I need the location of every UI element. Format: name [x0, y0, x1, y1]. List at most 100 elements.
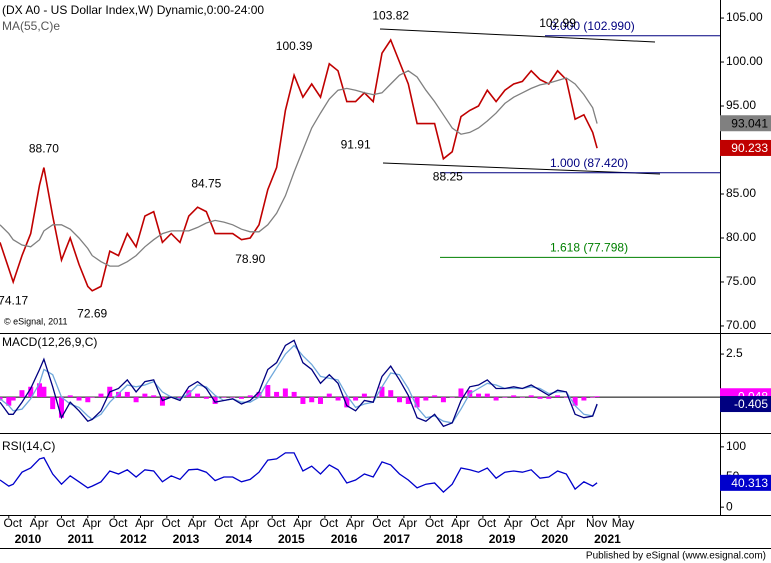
histogram-bar [414, 397, 420, 408]
histogram-bar [159, 397, 165, 406]
trend-line [382, 162, 661, 175]
series-line [0, 339, 598, 428]
x-tick-label: Apr [293, 516, 312, 530]
histogram-bar [519, 397, 525, 398]
histogram-bar [344, 397, 350, 408]
year-label: 2015 [278, 532, 305, 546]
histogram-bar [397, 397, 403, 403]
histogram-bar [555, 395, 561, 398]
x-tick-label: Nov [586, 516, 607, 530]
series-line [0, 344, 598, 424]
price-annotation: 88.25 [433, 170, 463, 184]
histogram-bar [0, 397, 3, 401]
last-value-label: 40.313 [731, 476, 768, 490]
x-tick-label: Apr [557, 516, 576, 530]
panels [0, 0, 771, 549]
histogram-bar [335, 397, 341, 401]
histogram-bar [537, 397, 543, 399]
year-label: 2019 [489, 532, 516, 546]
histogram-bar [484, 393, 490, 398]
x-tick-label: Apr [399, 516, 418, 530]
histogram-bar [326, 393, 332, 398]
histogram-bar [6, 397, 12, 406]
chart-title: (DX A0 - US Dollar Index,W) Dynamic,0:00… [2, 3, 264, 17]
y-tick-label: 0 [726, 499, 733, 513]
x-tick-label: Oct [214, 516, 233, 530]
last-value-label: 90.233 [731, 141, 768, 155]
histogram-bar [291, 391, 297, 398]
ma-legend: MA(55,C)e [2, 19, 60, 33]
x-tick-label: Oct [267, 516, 286, 530]
histogram-bar [89, 397, 95, 398]
x-tick-label: Oct [3, 516, 22, 530]
x-tick-label: Apr [30, 516, 49, 530]
histogram-bar [370, 397, 376, 398]
histogram-bar [274, 391, 280, 398]
histogram-bar [405, 397, 411, 404]
fib-label: 0.000 (102.990) [550, 19, 635, 33]
histogram-bar [116, 391, 122, 398]
macd-legend: MACD(12,26,9,C) [2, 335, 97, 349]
footer: Published by eSignal (www.esignal.com) [586, 551, 766, 562]
histogram-bar [353, 397, 359, 401]
histogram-bar [440, 397, 446, 403]
x-tick-label: Apr [504, 516, 523, 530]
y-tick-label: 100 [726, 439, 746, 453]
y-tick-label: 100.00 [726, 54, 763, 68]
x-tick-label: Oct [161, 516, 180, 530]
x-tick-label: May [612, 516, 635, 530]
x-tick-label: Apr [135, 516, 154, 530]
histogram-bar [98, 393, 104, 398]
x-tick-label: Apr [241, 516, 260, 530]
fib-label: 1.000 (87.420) [550, 156, 628, 170]
trend-line [379, 28, 656, 43]
last-value-box [720, 115, 771, 132]
histogram-bar [124, 391, 130, 398]
histogram-bar [133, 397, 139, 403]
y-tick-label: 105.00 [726, 10, 763, 24]
histogram-bar [511, 395, 517, 398]
rsi-legend: RSI(14,C) [2, 439, 55, 453]
price-annotation: 78.90 [235, 252, 265, 266]
histogram-bar [458, 388, 464, 398]
x-tick-label: Oct [109, 516, 128, 530]
x-tick-label: Apr [188, 516, 207, 530]
histogram-bar [300, 397, 306, 404]
x-tick-label: Apr [346, 516, 365, 530]
x-tick-label: Apr [451, 516, 470, 530]
y-tick-label: 95.00 [726, 98, 756, 112]
year-label: 2020 [541, 532, 568, 546]
histogram-bar [546, 397, 552, 399]
histogram-bar [581, 397, 587, 401]
histogram-bar [10, 397, 16, 401]
histogram-bar [50, 397, 56, 410]
series-line [0, 70, 598, 267]
histogram-bar [449, 397, 455, 398]
price-annotation: 88.70 [29, 142, 59, 156]
last-value-box [720, 139, 771, 156]
histogram-bar [423, 397, 429, 401]
histogram-bar [238, 397, 244, 399]
histogram-bar [388, 390, 394, 398]
year-label: 2010 [15, 532, 42, 546]
price-annotation: 100.39 [276, 39, 313, 53]
y-tick-label: 75.00 [726, 274, 756, 288]
histogram-bar [563, 397, 569, 398]
last-value-label: 93.041 [731, 116, 768, 130]
y-tick-label: 80.00 [726, 230, 756, 244]
histogram-bar [212, 397, 218, 404]
histogram-bar [265, 385, 271, 398]
histogram-bar [230, 397, 236, 398]
histogram-bar [85, 397, 91, 403]
year-label: 2018 [436, 532, 463, 546]
histogram-bar [142, 393, 148, 398]
year-label: 2017 [383, 532, 410, 546]
y-tick-label: 70.00 [726, 318, 756, 332]
price-annotation: 102.99 [539, 16, 576, 30]
year-label: 2011 [68, 532, 94, 546]
series-line [0, 452, 598, 494]
histogram-bar [28, 386, 34, 398]
price-annotation: 103.82 [372, 9, 409, 23]
year-label: 2016 [331, 532, 358, 546]
histogram-bar [177, 397, 183, 399]
